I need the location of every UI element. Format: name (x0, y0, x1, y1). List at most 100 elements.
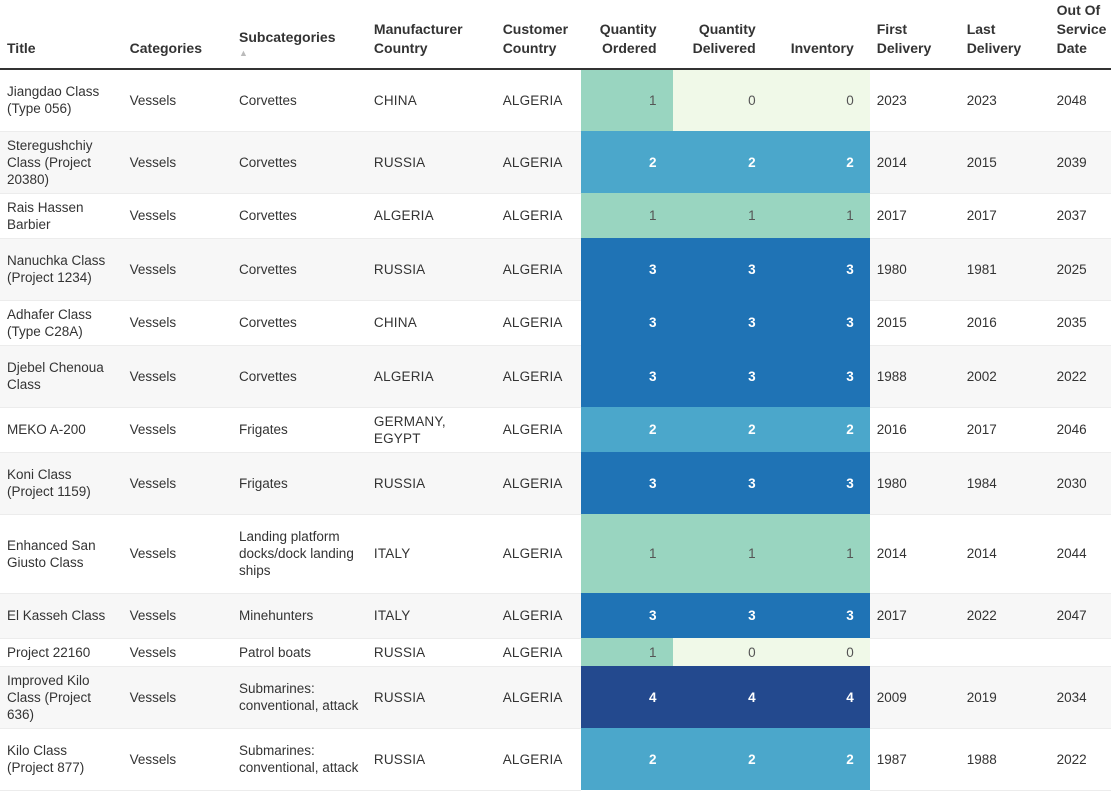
cell-first-delivery: 1987 (869, 728, 960, 791)
cell-out-of-service-date: 2039 (1049, 131, 1111, 194)
column-header-first-delivery[interactable]: First Delivery (869, 0, 960, 70)
cell-title: Rais Hassen Barbier (0, 193, 123, 239)
column-header-quantity-ordered[interactable]: Quantity Ordered (580, 0, 673, 70)
table-body: Jiangdao Class (Type 056) Vessels Corvette… (0, 69, 1111, 791)
cell-customer-country: ALGERIA (495, 407, 581, 453)
cell-first-delivery: 2014 (869, 514, 960, 594)
cell-inventory: 1 (771, 193, 870, 238)
column-header-label: Inventory (790, 40, 854, 56)
cell-last-delivery: 2016 (959, 300, 1050, 346)
column-header-label: Subcategories (239, 29, 336, 45)
column-header-label: Manufacturer Country (373, 21, 463, 56)
table-row: Koni Class (Project 1159) Vessels Frigates… (0, 452, 1111, 515)
column-header-label: Quantity Delivered (692, 21, 756, 56)
cell-out-of-service-date: 2044 (1049, 514, 1111, 594)
cell-last-delivery (959, 638, 1050, 667)
cell-first-delivery: 2017 (869, 193, 960, 239)
column-header-quantity-delivered[interactable]: Quantity Delivered (672, 0, 772, 70)
cell-last-delivery: 2022 (959, 593, 1050, 639)
cell-quantity-delivered: 0 (672, 638, 772, 666)
cell-quantity-ordered: 3 (580, 300, 673, 345)
column-header-inventory[interactable]: Inventory (771, 0, 870, 70)
cell-out-of-service-date: 2046 (1049, 407, 1111, 453)
cell-customer-country: ALGERIA (495, 238, 581, 301)
cell-quantity-ordered: 2 (580, 728, 673, 790)
column-header-customer-country[interactable]: Customer Country (495, 0, 581, 70)
cell-manufacturer-country: RUSSIA (366, 728, 496, 791)
column-header-out-of-service-date[interactable]: Out Of Service Date (1049, 0, 1111, 70)
cell-customer-country: ALGERIA (495, 300, 581, 346)
cell-manufacturer-country: CHINA (366, 300, 496, 346)
cell-manufacturer-country: ALGERIA (366, 193, 496, 239)
sort-ascending-icon: ▲ (239, 48, 248, 58)
cell-subcategories: Minehunters (232, 593, 367, 639)
cell-inventory: 2 (771, 407, 870, 452)
cell-quantity-ordered: 3 (580, 345, 673, 407)
cell-inventory: 3 (771, 300, 870, 345)
cell-inventory: 2 (771, 131, 870, 193)
cell-out-of-service-date: 2037 (1049, 193, 1111, 239)
cell-customer-country: ALGERIA (495, 345, 581, 408)
cell-quantity-delivered: 1 (672, 193, 772, 238)
column-header-last-delivery[interactable]: Last Delivery (959, 0, 1050, 70)
cell-out-of-service-date: 2030 (1049, 452, 1111, 515)
cell-first-delivery: 2016 (869, 407, 960, 453)
cell-categories: Vessels (122, 407, 232, 453)
cell-subcategories: Corvettes (232, 238, 367, 301)
cell-title: El Kasseh Class (0, 593, 123, 639)
cell-quantity-ordered: 3 (580, 452, 673, 514)
cell-first-delivery: 1988 (869, 345, 960, 408)
table-row: Kilo Class (Project 877) Vessels Submarine… (0, 728, 1111, 791)
cell-quantity-ordered: 2 (580, 407, 673, 452)
cell-title: MEKO A-200 (0, 407, 123, 453)
cell-manufacturer-country: CHINA (366, 69, 496, 132)
table-row: Jiangdao Class (Type 056) Vessels Corvette… (0, 69, 1111, 132)
table-row: Project 22160 Vessels Patrol boats RUSSIA AL… (0, 638, 1111, 667)
cell-quantity-ordered: 3 (580, 593, 673, 638)
column-header-label: First Delivery (876, 21, 932, 56)
cell-quantity-delivered: 3 (672, 238, 772, 300)
column-header-label: Last Delivery (966, 21, 1022, 56)
cell-manufacturer-country: ITALY (366, 593, 496, 639)
cell-last-delivery: 1988 (959, 728, 1050, 791)
cell-quantity-ordered: 1 (580, 193, 673, 238)
cell-categories: Vessels (122, 300, 232, 346)
cell-categories: Vessels (122, 345, 232, 408)
cell-subcategories: Corvettes (232, 345, 367, 408)
cell-categories: Vessels (122, 69, 232, 132)
cell-first-delivery: 2015 (869, 300, 960, 346)
column-header-title[interactable]: Title (0, 0, 123, 70)
column-header-label: Customer Country (502, 21, 569, 56)
cell-title: Improved Kilo Class (Project 636) (0, 666, 123, 729)
cell-customer-country: ALGERIA (495, 69, 581, 132)
cell-quantity-delivered: 3 (672, 300, 772, 345)
column-header-manufacturer-country[interactable]: Manufacturer Country (366, 0, 496, 70)
column-header-label: Out Of Service Date (1056, 2, 1107, 56)
cell-customer-country: ALGERIA (495, 514, 581, 594)
cell-customer-country: ALGERIA (495, 728, 581, 791)
column-header-label: Categories (129, 40, 202, 56)
cell-subcategories: Landing platform docks/dock landing ship… (232, 514, 367, 594)
cell-out-of-service-date: 2048 (1049, 69, 1111, 132)
cell-quantity-ordered: 2 (580, 131, 673, 193)
cell-subcategories: Frigates (232, 407, 367, 453)
cell-categories: Vessels (122, 638, 232, 667)
cell-subcategories: Corvettes (232, 300, 367, 346)
cell-quantity-delivered: 3 (672, 452, 772, 514)
cell-subcategories: Submarines: conventional, attack (232, 728, 367, 791)
cell-first-delivery: 2017 (869, 593, 960, 639)
cell-last-delivery: 2002 (959, 345, 1050, 408)
column-header-subcategories[interactable]: Subcategories ▲ (232, 0, 367, 70)
cell-quantity-ordered: 4 (580, 666, 673, 728)
cell-title: Enhanced San Giusto Class (0, 514, 123, 594)
cell-customer-country: ALGERIA (495, 131, 581, 194)
table-row: Enhanced San Giusto Class Vessels Landing … (0, 514, 1111, 594)
cell-inventory: 3 (771, 452, 870, 514)
table-row: Improved Kilo Class (Project 636) Vessels… (0, 666, 1111, 729)
cell-title: Steregushchiy Class (Project 20380) (0, 131, 123, 194)
column-header-categories[interactable]: Categories (122, 0, 232, 70)
cell-title: Kilo Class (Project 877) (0, 728, 123, 791)
cell-manufacturer-country: RUSSIA (366, 131, 496, 194)
cell-out-of-service-date (1049, 638, 1111, 667)
